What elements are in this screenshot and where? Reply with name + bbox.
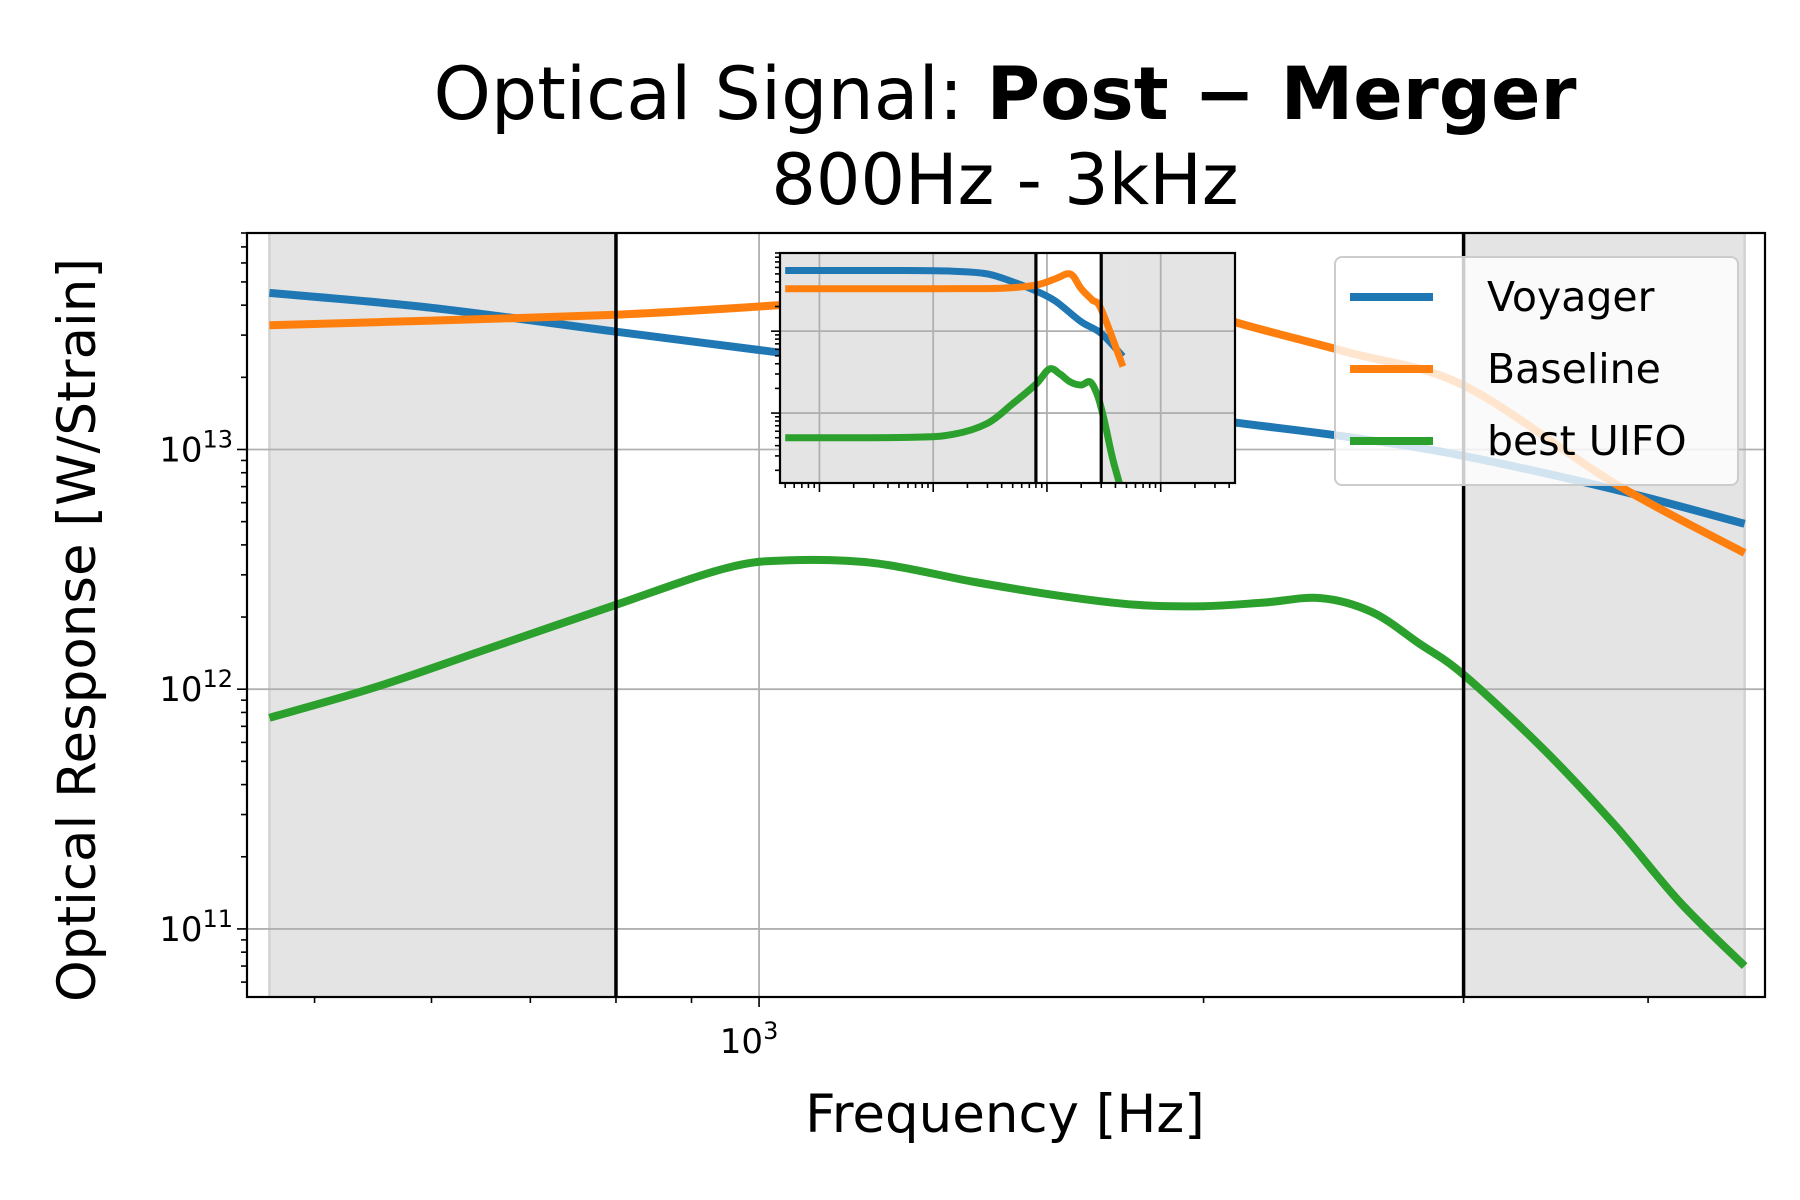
chart-title-block: Optical Signal: Post − Merger 800Hz - 3k… [250,52,1760,222]
series-line-best-uifo [268,555,1748,969]
legend-item-best-uifo: best UIFO [1350,417,1687,465]
y-tick-label-exponent: 11 [202,905,233,933]
legend-item-baseline: Baseline [1350,345,1661,393]
chart-subtitle: 800Hz - 3kHz [771,139,1239,221]
y-tick-label: 1012 [159,665,233,710]
chart-title: Optical Signal: Post − Merger [250,52,1760,138]
y-tick-label-base: 10 [159,910,202,950]
inset-shaded-band [1122,253,1235,483]
legend-label-best-uifo: best UIFO [1487,417,1687,465]
y-tick-label: 1013 [159,425,233,470]
y-tick-label-exponent: 13 [202,425,233,453]
shaded-band [269,233,616,997]
legend: Voyager Baseline best UIFO [1334,256,1739,486]
y-tick-label-exponent: 12 [202,665,233,693]
chart-title-bold: Post − Merger [986,52,1577,137]
inset-plot [771,251,1237,492]
legend-label-baseline: Baseline [1487,345,1661,393]
x-tick-label-exponent: 3 [763,1017,778,1045]
x-tick-label-base: 10 [720,1022,763,1062]
x-axis-label: Frequency [Hz] [805,1084,1205,1145]
y-tick-label: 1011 [159,905,233,950]
y-axis-label: Optical Response [W/Strain] [47,258,108,1002]
chart-title-regular: Optical Signal: [433,52,964,137]
axes-frame [245,231,1767,999]
axis-labels: Frequency [Hz] Optical Response [W/Strai… [47,258,1205,1145]
legend-frame [1334,256,1739,486]
x-tick-label: 103 [720,1017,779,1062]
inset-axes-frame [778,251,1237,485]
y-tick-label-base: 10 [159,670,202,710]
y-tick-label-base: 10 [159,430,202,470]
inset-series-line-baseline [785,270,1127,368]
legend-label-voyager: Voyager [1487,273,1655,321]
legend-item-voyager: Voyager [1350,273,1655,321]
